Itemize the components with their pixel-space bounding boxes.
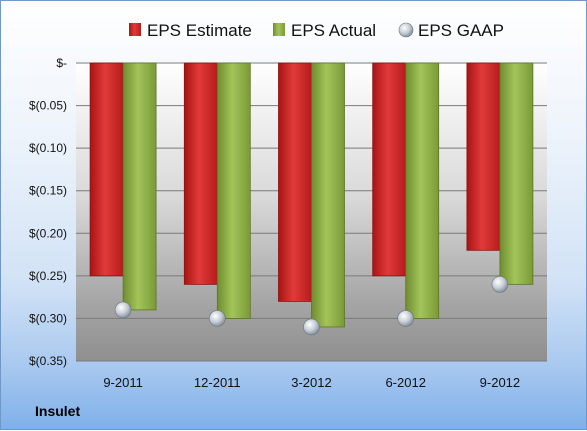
eps-estimate-bar <box>89 62 124 277</box>
x-tick-label: 3-2012 <box>291 375 331 390</box>
y-tick-label: $(0.15) <box>29 184 67 198</box>
eps-gaap-marker <box>209 310 226 327</box>
eps-gaap-marker <box>491 276 509 293</box>
eps-estimate-bar <box>183 62 218 285</box>
eps-estimate-bar <box>278 62 312 302</box>
legend-label: EPS GAAP <box>418 21 504 40</box>
y-tick-label: $(0.35) <box>29 354 67 368</box>
x-tick-label: 12-2011 <box>194 375 241 390</box>
x-tick-label: 6-2012 <box>385 375 425 390</box>
legend-label: EPS Actual <box>291 21 376 40</box>
eps-actual-bar <box>122 62 157 311</box>
company-name: Insulet <box>35 403 81 419</box>
y-tick-label: $(0.30) <box>29 311 67 325</box>
y-tick-label: $(0.10) <box>29 141 67 155</box>
legend-label: EPS Estimate <box>147 21 252 40</box>
eps-actual-bar <box>216 62 251 319</box>
eps-gaap-marker <box>114 301 132 319</box>
eps-actual-bar <box>311 62 345 328</box>
eps-gaap-marker <box>397 310 415 327</box>
x-tick-label: 9-2012 <box>480 375 520 390</box>
y-tick-label: $(0.05) <box>29 99 67 113</box>
eps-actual-bar <box>405 62 440 319</box>
legend-swatch <box>129 23 141 36</box>
x-tick-label: 9-2011 <box>103 375 143 390</box>
eps-actual-bar <box>499 62 534 285</box>
y-tick-label: $(0.25) <box>29 269 67 283</box>
legend-swatch <box>273 23 285 36</box>
eps-gaap-marker <box>303 318 320 336</box>
y-tick-label: $- <box>56 56 67 70</box>
eps-estimate-bar <box>372 62 407 277</box>
eps-estimate-bar <box>466 62 501 251</box>
y-tick-label: $(0.20) <box>29 226 67 240</box>
legend-swatch <box>398 22 414 38</box>
